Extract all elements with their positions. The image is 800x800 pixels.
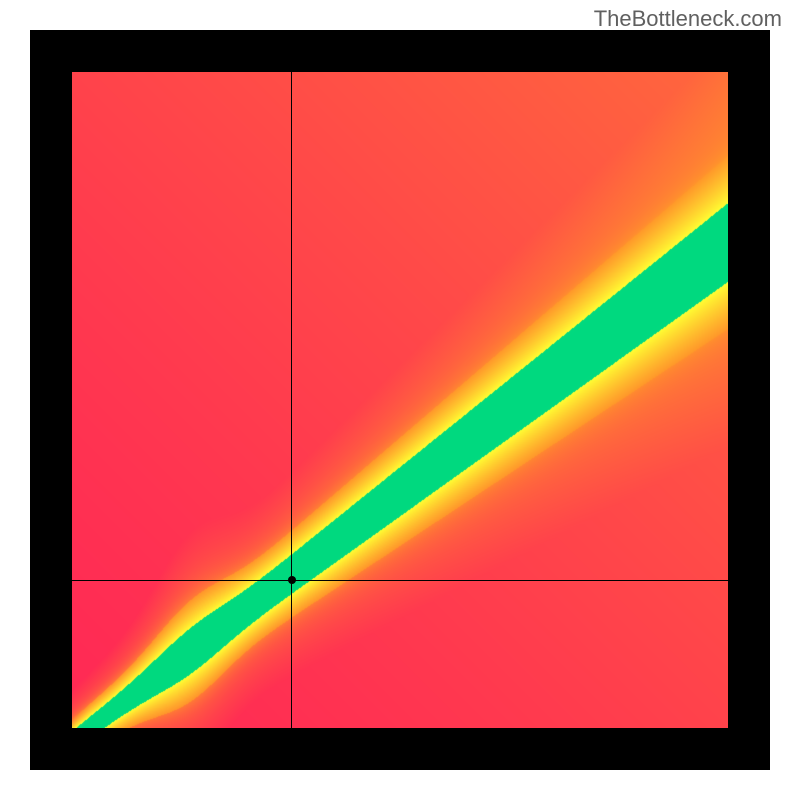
watermark-text: TheBottleneck.com (594, 6, 782, 32)
crosshair-point (288, 576, 296, 584)
crosshair-horizontal (72, 580, 728, 581)
crosshair-vertical (291, 72, 292, 728)
chart-root: TheBottleneck.com (0, 0, 800, 800)
heatmap-canvas (72, 72, 728, 728)
